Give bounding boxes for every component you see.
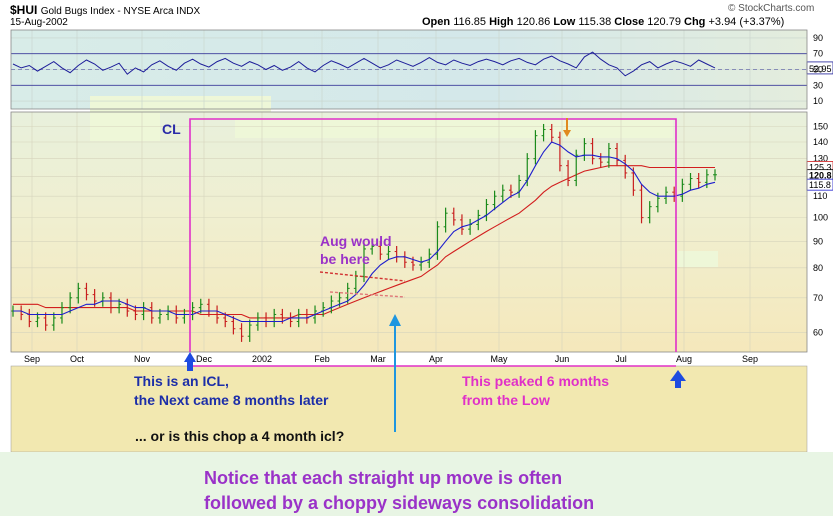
ticker-description: Gold Bugs Index - NYSE Arca INDX [40,6,201,17]
y-tick-label: 60 [813,327,823,337]
notice-band [0,452,833,516]
ticker-title: $HUI Gold Bugs Index - NYSE Arca INDX [10,3,200,17]
aug-annotation-line2: be here [320,251,370,267]
rsi-value-label: 52.95 [809,64,832,74]
y-tick-label: 140 [813,137,828,147]
aug-annotation-line1: Aug would [320,233,392,249]
icl-arrow-icon [184,352,196,371]
aug-annotation: Aug would be here [320,232,392,268]
x-tick-label: 2002 [252,354,272,364]
low-value: 115.38 [578,16,612,28]
y-tick-label: 100 [813,213,828,223]
highlight-patch [235,120,673,138]
highlight-patch [90,113,160,141]
x-tick-label: Mar [370,354,386,364]
y-tick-label: 150 [813,122,828,132]
ma-long-line [13,165,715,319]
price-tag-label: 115.8 [809,180,831,190]
y-tick-label: 70 [813,293,823,303]
highlight-patch [90,96,271,113]
rsi-series: 52.95 [12,51,833,77]
peak-annotation: This peaked 6 months from the Low [462,372,609,410]
notice-annotation: Notice that each straight up move is oft… [204,466,594,516]
icl-annotation-line2: the Next came 8 months later [134,392,329,408]
low-label: Low [553,16,576,28]
high-label: High [489,16,514,28]
aug-arrow-icon [389,314,401,432]
price-tag-label: 120.8 [809,171,832,181]
open-value: 116.85 [453,16,487,28]
x-tick-label: Jun [555,354,570,364]
peak-annotation-line1: This peaked 6 months [462,373,610,389]
icl-annotation-line1: This is an ICL, [134,373,229,389]
rsi-tick-label: 50 [813,65,823,75]
grid-lines [11,30,807,352]
x-tick-label: Sep [742,354,758,364]
notice-annotation-line2: followed by a choppy sideways consolidat… [204,493,595,513]
y-tick-label: 130 [813,154,828,164]
x-tick-label: Dec [196,354,213,364]
x-tick-label: Feb [314,354,330,364]
chart-date: 15-Aug-2002 [10,17,68,28]
chg-label: Chg [684,16,706,28]
open-label: Open [422,16,451,28]
chop-annotation: ... or is this chop a 4 month icl? [135,428,345,444]
axis-labels: Sep Oct Nov Dec 2002 Feb Mar Apr May Jun Jul Aug Sep… [24,33,833,364]
triangle-line-lower [329,291,406,298]
x-tick-label: Jul [615,354,627,364]
price-tag-label: 125.3 [809,162,832,172]
rsi-tick-label: 30 [813,80,823,90]
y-tick-label: 90 [813,236,823,246]
rsi-panel-border [10,29,808,110]
x-tick-label: Aug [676,354,692,364]
price-panel-bg [11,112,807,352]
peak-down-arrow-icon [563,118,571,137]
highlight-patch [678,251,718,267]
price-series [11,123,717,342]
x-tick-label: Nov [134,354,151,364]
ticker-symbol: $HUI [10,3,38,17]
peak-annotation-line2: from the Low [462,392,550,408]
icl-annotation: This is an ICL, the Next came 8 months l… [134,372,329,410]
close-value: 120.79 [647,16,681,28]
cl-annotation: CL [162,121,181,137]
triangle-line-upper [319,271,406,282]
x-tick-label: Apr [429,354,443,364]
notice-annotation-line1: Notice that each straight up move is oft… [204,468,563,488]
note-panel-bg [10,365,808,453]
rsi-tick-label: 70 [813,49,823,59]
credit-text: © StockCharts.com [728,3,815,14]
y-tick-label: 110 [813,191,827,201]
rsi-line [12,51,716,77]
rsi-tick-label: 90 [813,33,823,43]
cycle-box [189,118,677,352]
low-arrow-icon [670,370,686,388]
price-panel-border [10,111,808,353]
ohlc-readout: Open 116.85 High 120.86 Low 115.38 Close… [422,16,784,28]
x-tick-label: May [490,354,508,364]
chg-value: +3.94 (+3.37%) [708,16,785,28]
y-tick-label: 80 [813,263,823,273]
ma-short-line [13,141,716,323]
high-value: 120.86 [516,16,551,28]
x-tick-label: Sep [24,354,40,364]
close-label: Close [614,16,645,28]
rsi-tick-label: 10 [813,96,823,106]
x-tick-label: Oct [70,354,85,364]
